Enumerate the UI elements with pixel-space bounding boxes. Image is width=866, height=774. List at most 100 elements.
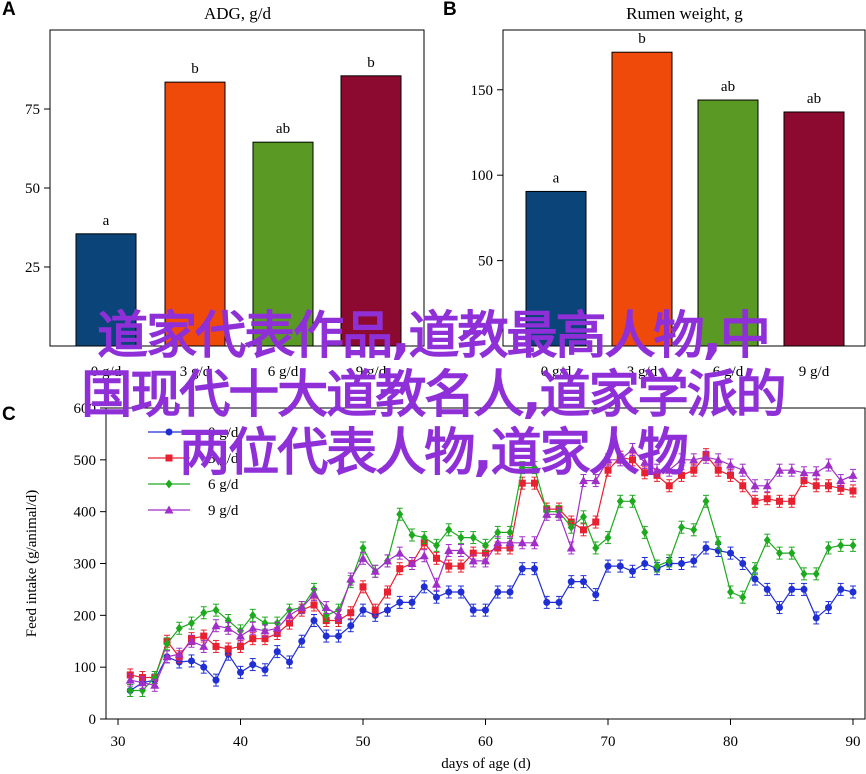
data-point-0gd — [420, 583, 428, 591]
data-point-3gd — [837, 484, 845, 492]
data-point-9gd — [640, 457, 650, 466]
data-point-3gd — [812, 482, 820, 490]
data-point-0gd — [641, 560, 649, 567]
bar-significance-label: ab — [807, 91, 821, 107]
x-tick-label: 6 g/d — [713, 364, 744, 380]
bar-significance-label: ab — [721, 79, 735, 95]
data-point-9gd — [407, 559, 417, 567]
data-point-9gd — [150, 680, 160, 689]
legend-marker-3gd — [165, 454, 173, 462]
data-point-0gd — [825, 604, 832, 612]
data-point-6gd — [665, 556, 673, 566]
data-point-9gd — [726, 460, 735, 469]
x-tick-label: 9 g/d — [356, 364, 387, 380]
data-point-9gd — [395, 548, 405, 557]
panel-B-frame — [502, 29, 866, 347]
data-point-0gd — [322, 632, 330, 640]
data-point-6gd — [457, 533, 465, 543]
data-point-0gd — [800, 585, 808, 593]
panel-C-letter: C — [2, 404, 16, 425]
data-point-3gd — [200, 632, 208, 640]
bar-significance-label: a — [553, 170, 560, 186]
data-point-0gd — [751, 575, 759, 583]
bar-B-3 — [697, 99, 759, 347]
data-point-3gd — [237, 642, 244, 650]
data-point-9gd — [848, 470, 858, 479]
data-point-6gd — [849, 540, 857, 550]
data-point-3gd — [665, 482, 673, 490]
data-point-3gd — [469, 549, 477, 557]
y-axis-title: Feed intake (g/animal/d) — [24, 490, 40, 637]
data-point-0gd — [837, 585, 845, 593]
data-point-3gd — [592, 518, 600, 526]
y-tick-label: 0 — [89, 712, 97, 728]
data-point-3gd — [433, 554, 440, 562]
data-point-0gd — [396, 598, 404, 606]
data-point-6gd — [188, 618, 195, 628]
y-tick-label: 500 — [74, 453, 97, 469]
data-point-3gd — [580, 526, 587, 534]
y-tick-label: 50 — [25, 181, 40, 197]
data-point-0gd — [555, 598, 563, 606]
data-point-3gd — [445, 562, 453, 570]
data-point-0gd — [494, 588, 502, 596]
data-point-3gd — [604, 466, 612, 474]
data-point-9gd — [125, 675, 135, 684]
data-point-3gd — [359, 583, 367, 591]
data-point-3gd — [727, 471, 734, 479]
data-point-3gd — [788, 497, 796, 505]
data-point-9gd — [346, 574, 356, 583]
data-point-3gd — [531, 479, 538, 487]
data-point-9gd — [199, 641, 209, 650]
data-point-9gd — [358, 553, 368, 562]
y-tick-label: 150 — [471, 83, 494, 99]
data-point-6gd — [396, 509, 404, 519]
data-point-9gd — [468, 556, 478, 565]
data-point-3gd — [714, 466, 722, 474]
data-point-3gd — [347, 609, 355, 617]
data-point-0gd — [482, 606, 489, 614]
data-point-3gd — [482, 549, 489, 557]
data-point-9gd — [260, 626, 270, 635]
bar-significance-label: b — [191, 61, 199, 77]
x-tick-label: 70 — [601, 734, 616, 750]
data-point-0gd — [469, 606, 477, 614]
data-point-3gd — [739, 482, 747, 490]
data-point-9gd — [272, 623, 282, 632]
data-point-6gd — [126, 685, 134, 695]
data-point-6gd — [788, 548, 796, 558]
data-point-6gd — [531, 463, 538, 473]
data-point-9gd — [836, 476, 846, 485]
data-point-9gd — [309, 590, 319, 599]
data-point-0gd — [445, 588, 453, 596]
data-point-9gd — [174, 649, 184, 658]
data-point-9gd — [370, 566, 380, 575]
data-point-0gd — [457, 588, 465, 596]
data-point-9gd — [677, 455, 686, 464]
data-point-9gd — [615, 455, 625, 464]
data-point-6gd — [433, 540, 440, 550]
data-point-9gd — [236, 631, 245, 640]
bar-B-1 — [525, 190, 587, 347]
data-point-6gd — [629, 496, 636, 506]
legend-marker-0gd — [165, 428, 173, 436]
data-point-9gd — [738, 465, 748, 474]
x-tick-label: 60 — [478, 734, 493, 750]
data-point-3gd — [518, 479, 526, 487]
data-point-9gd — [787, 465, 797, 474]
data-point-0gd — [347, 622, 355, 630]
data-point-9gd — [223, 623, 233, 632]
overlay-line-1: 道家代表作品,道教最高人物,中 — [97, 307, 771, 366]
panel-B-letter: B — [443, 0, 457, 20]
bar-significance-label: a — [103, 213, 110, 229]
data-point-0gd — [592, 591, 600, 599]
data-point-9gd — [432, 579, 441, 588]
legend-marker-9gd — [164, 505, 174, 514]
data-point-0gd — [212, 676, 220, 684]
data-point-0gd — [567, 578, 575, 586]
data-point-0gd — [690, 557, 698, 565]
data-point-0gd — [739, 560, 747, 567]
legend-marker-6gd — [165, 479, 173, 489]
data-point-0gd — [200, 663, 208, 671]
data-point-0gd — [776, 604, 783, 612]
